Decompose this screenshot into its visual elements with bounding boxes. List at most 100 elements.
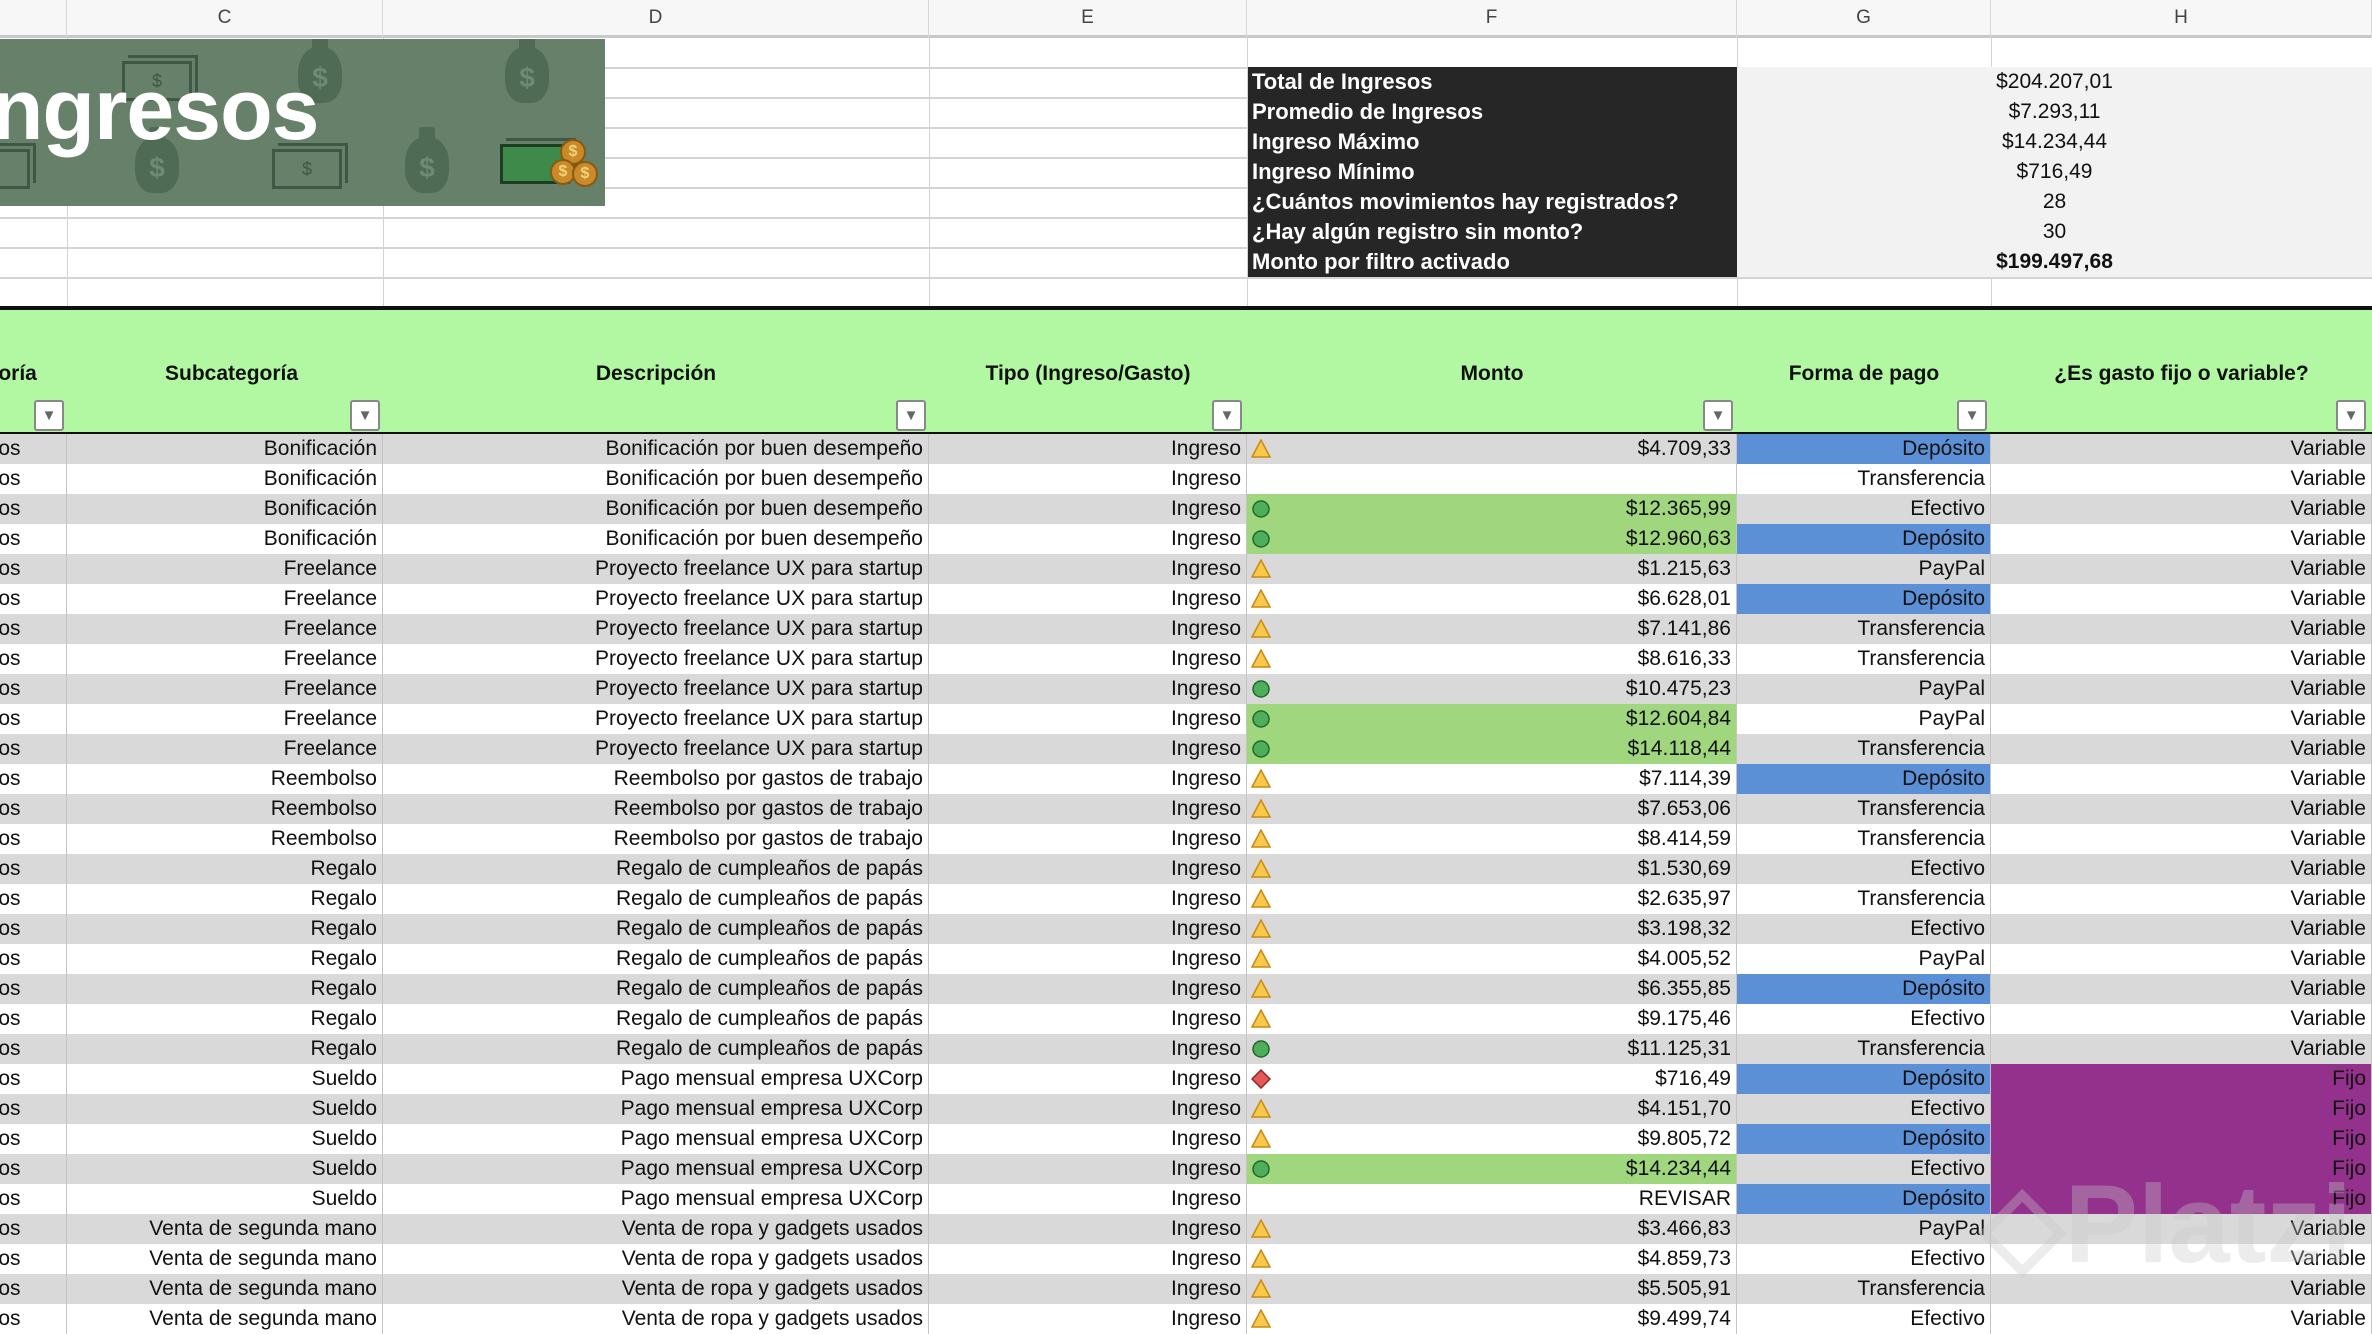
cell-fijo-variable[interactable]: Variable bbox=[1991, 1034, 2372, 1064]
cell-categoria[interactable]: Ingresos bbox=[0, 434, 67, 464]
cell-descripcion[interactable]: Proyecto freelance UX para startup bbox=[383, 584, 929, 614]
cell-tipo[interactable]: Ingreso bbox=[929, 1034, 1247, 1064]
cell-subcategoria[interactable]: Sueldo bbox=[67, 1094, 383, 1124]
cell-fijo-variable[interactable]: Variable bbox=[1991, 524, 2372, 554]
cell-subcategoria[interactable]: Regalo bbox=[67, 1004, 383, 1034]
cell-tipo[interactable]: Ingreso bbox=[929, 464, 1247, 494]
cell-forma-pago[interactable]: Depósito bbox=[1737, 1124, 1991, 1154]
cell-fijo-variable[interactable]: Variable bbox=[1991, 944, 2372, 974]
cell-categoria[interactable]: Ingresos bbox=[0, 1124, 67, 1154]
cell-subcategoria[interactable]: Freelance bbox=[67, 554, 383, 584]
cell-fijo-variable[interactable]: Fijo bbox=[1991, 1124, 2372, 1154]
cell-tipo[interactable]: Ingreso bbox=[929, 854, 1247, 884]
cell-monto[interactable]: $9.499,74 bbox=[1247, 1304, 1737, 1334]
cell-subcategoria[interactable]: Reembolso bbox=[67, 764, 383, 794]
cell-tipo[interactable]: Ingreso bbox=[929, 824, 1247, 854]
cell-tipo[interactable]: Ingreso bbox=[929, 1124, 1247, 1154]
cell-fijo-variable[interactable]: Variable bbox=[1991, 674, 2372, 704]
cell-descripcion[interactable]: Regalo de cumpleaños de papás bbox=[383, 1034, 929, 1064]
cell-tipo[interactable]: Ingreso bbox=[929, 434, 1247, 464]
cell-subcategoria[interactable]: Freelance bbox=[67, 584, 383, 614]
cell-categoria[interactable]: Ingresos bbox=[0, 524, 67, 554]
cell-monto[interactable]: $8.616,33 bbox=[1247, 644, 1737, 674]
cell-monto[interactable]: $4.709,33 bbox=[1247, 434, 1737, 464]
cell-fijo-variable[interactable]: Variable bbox=[1991, 914, 2372, 944]
cell-forma-pago[interactable]: Depósito bbox=[1737, 434, 1991, 464]
cell-monto[interactable]: REVISAR bbox=[1247, 1184, 1737, 1214]
cell-categoria[interactable]: Ingresos bbox=[0, 554, 67, 584]
cell-monto[interactable]: $5.505,91 bbox=[1247, 1274, 1737, 1304]
cell-descripcion[interactable]: Pago mensual empresa UXCorp bbox=[383, 1094, 929, 1124]
cell-fijo-variable[interactable]: Variable bbox=[1991, 794, 2372, 824]
cell-tipo[interactable]: Ingreso bbox=[929, 584, 1247, 614]
cell-descripcion[interactable]: Proyecto freelance UX para startup bbox=[383, 674, 929, 704]
cell-forma-pago[interactable]: Depósito bbox=[1737, 1064, 1991, 1094]
cell-descripcion[interactable]: Bonificación por buen desempeño bbox=[383, 524, 929, 554]
cell-tipo[interactable]: Ingreso bbox=[929, 1244, 1247, 1274]
cell-descripcion[interactable]: Pago mensual empresa UXCorp bbox=[383, 1124, 929, 1154]
cell-subcategoria[interactable]: Bonificación bbox=[67, 434, 383, 464]
cell-subcategoria[interactable]: Bonificación bbox=[67, 524, 383, 554]
cell-categoria[interactable]: Ingresos bbox=[0, 1304, 67, 1334]
filter-button-descripcion[interactable]: ▼ bbox=[896, 400, 926, 431]
cell-monto[interactable]: $716,49 bbox=[1247, 1064, 1737, 1094]
cell-tipo[interactable]: Ingreso bbox=[929, 734, 1247, 764]
cell-tipo[interactable]: Ingreso bbox=[929, 1064, 1247, 1094]
column-header-f[interactable]: F bbox=[1247, 0, 1737, 38]
cell-categoria[interactable]: Ingresos bbox=[0, 1094, 67, 1124]
cell-tipo[interactable]: Ingreso bbox=[929, 944, 1247, 974]
cell-descripcion[interactable]: Pago mensual empresa UXCorp bbox=[383, 1064, 929, 1094]
cell-tipo[interactable]: Ingreso bbox=[929, 914, 1247, 944]
column-header-g[interactable]: G bbox=[1737, 0, 1991, 38]
cell-descripcion[interactable]: Regalo de cumpleaños de papás bbox=[383, 1004, 929, 1034]
cell-forma-pago[interactable]: Efectivo bbox=[1737, 1004, 1991, 1034]
cell-fijo-variable[interactable]: Variable bbox=[1991, 764, 2372, 794]
cell-forma-pago[interactable]: Transferencia bbox=[1737, 824, 1991, 854]
cell-subcategoria[interactable]: Freelance bbox=[67, 614, 383, 644]
cell-tipo[interactable]: Ingreso bbox=[929, 884, 1247, 914]
cell-subcategoria[interactable]: Regalo bbox=[67, 944, 383, 974]
cell-descripcion[interactable]: Regalo de cumpleaños de papás bbox=[383, 884, 929, 914]
cell-monto[interactable]: $4.151,70 bbox=[1247, 1094, 1737, 1124]
cell-subcategoria[interactable]: Regalo bbox=[67, 914, 383, 944]
cell-categoria[interactable]: Ingresos bbox=[0, 824, 67, 854]
cell-categoria[interactable]: Ingresos bbox=[0, 974, 67, 1004]
cell-descripcion[interactable]: Proyecto freelance UX para startup bbox=[383, 704, 929, 734]
cell-fijo-variable[interactable]: Variable bbox=[1991, 584, 2372, 614]
column-header-c[interactable]: C bbox=[67, 0, 383, 38]
cell-descripcion[interactable]: Bonificación por buen desempeño bbox=[383, 434, 929, 464]
cell-categoria[interactable]: Ingresos bbox=[0, 584, 67, 614]
cell-fijo-variable[interactable]: Variable bbox=[1991, 554, 2372, 584]
cell-forma-pago[interactable]: Efectivo bbox=[1737, 494, 1991, 524]
cell-subcategoria[interactable]: Venta de segunda mano bbox=[67, 1244, 383, 1274]
cell-forma-pago[interactable]: Depósito bbox=[1737, 1184, 1991, 1214]
cell-forma-pago[interactable]: Efectivo bbox=[1737, 1304, 1991, 1334]
cell-monto[interactable]: $7.141,86 bbox=[1247, 614, 1737, 644]
cell-forma-pago[interactable]: Transferencia bbox=[1737, 734, 1991, 764]
cell-categoria[interactable]: Ingresos bbox=[0, 1004, 67, 1034]
cell-subcategoria[interactable]: Sueldo bbox=[67, 1154, 383, 1184]
cell-categoria[interactable]: Ingresos bbox=[0, 944, 67, 974]
cell-descripcion[interactable]: Venta de ropa y gadgets usados bbox=[383, 1274, 929, 1304]
filter-button-forma-pago[interactable]: ▼ bbox=[1957, 400, 1987, 431]
cell-categoria[interactable]: Ingresos bbox=[0, 644, 67, 674]
cell-tipo[interactable]: Ingreso bbox=[929, 794, 1247, 824]
cell-subcategoria[interactable]: Regalo bbox=[67, 1034, 383, 1064]
cell-descripcion[interactable]: Reembolso por gastos de trabajo bbox=[383, 824, 929, 854]
cell-tipo[interactable]: Ingreso bbox=[929, 1184, 1247, 1214]
cell-monto[interactable]: $9.175,46 bbox=[1247, 1004, 1737, 1034]
cell-monto[interactable]: $4.859,73 bbox=[1247, 1244, 1737, 1274]
cell-fijo-variable[interactable]: Variable bbox=[1991, 1214, 2372, 1244]
cell-categoria[interactable]: Ingresos bbox=[0, 764, 67, 794]
cell-descripcion[interactable]: Pago mensual empresa UXCorp bbox=[383, 1184, 929, 1214]
cell-tipo[interactable]: Ingreso bbox=[929, 524, 1247, 554]
cell-descripcion[interactable]: Venta de ropa y gadgets usados bbox=[383, 1214, 929, 1244]
cell-forma-pago[interactable]: Transferencia bbox=[1737, 1034, 1991, 1064]
cell-descripcion[interactable]: Venta de ropa y gadgets usados bbox=[383, 1244, 929, 1274]
cell-forma-pago[interactable]: PayPal bbox=[1737, 944, 1991, 974]
cell-monto[interactable]: $7.114,39 bbox=[1247, 764, 1737, 794]
cell-tipo[interactable]: Ingreso bbox=[929, 704, 1247, 734]
cell-categoria[interactable]: Ingresos bbox=[0, 914, 67, 944]
cell-forma-pago[interactable]: Efectivo bbox=[1737, 854, 1991, 884]
cell-fijo-variable[interactable]: Variable bbox=[1991, 434, 2372, 464]
